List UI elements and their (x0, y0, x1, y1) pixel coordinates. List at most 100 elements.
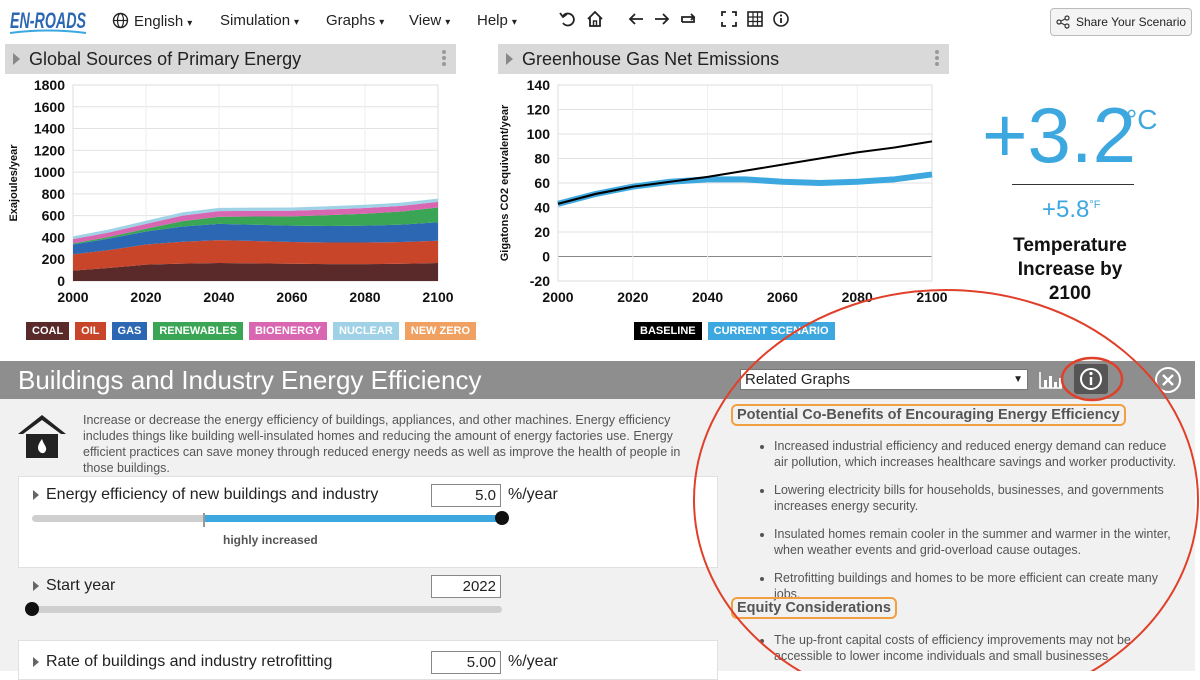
energy-legend-new-zero[interactable]: NEW ZERO (404, 322, 477, 340)
energy-legend-gas[interactable]: GAS (111, 322, 148, 340)
energy-ytick-label: 200 (42, 251, 66, 267)
emissions-ytick-label: 20 (534, 224, 550, 240)
emissions-ylabel: Gigatons CO2 equivalent/year (499, 104, 511, 261)
more-options-icon[interactable] (442, 50, 446, 68)
energy-xtick-label: 2040 (203, 289, 234, 305)
emissions-xtick-label: 2020 (617, 289, 648, 305)
efficiency-slider-thumb[interactable] (495, 511, 509, 525)
energy-xtick-label: 2080 (349, 289, 380, 305)
share-scenario-button[interactable]: Share Your Scenario (1050, 8, 1192, 36)
energy-legend-renewables[interactable]: RENEWABLES (153, 322, 243, 340)
slider-label-start-year: Start year (46, 577, 116, 594)
share-icon (1056, 15, 1070, 29)
list-item: Insulated homes remain cooler in the sum… (774, 526, 1178, 558)
primary-energy-chart: 0 200 400 600 800 1000 1200 1400 1600 1800 2000 202… (8, 77, 454, 305)
slider-panel-efficiency (18, 476, 718, 568)
efficiency-slider-fill (203, 515, 502, 522)
temperature-label-line1: Temperature (1013, 235, 1127, 256)
emissions-ytick-label: 140 (527, 77, 551, 93)
graph-primary-energy-title: Global Sources of Primary Energy (29, 49, 302, 69)
emissions-line-current-scenario (557, 171, 933, 207)
expand-triangle-icon (506, 53, 513, 65)
menu-graphs-label: Graphs (326, 12, 376, 29)
info-circle-icon (1080, 368, 1102, 390)
energy-legend-nuclear[interactable]: NUCLEAR (333, 322, 399, 340)
start-year-value-input[interactable]: 2022 (431, 575, 501, 598)
chevron-down-icon: ▼ (1013, 374, 1023, 385)
menu-help[interactable]: Help ▾ (477, 12, 517, 29)
emissions-xtick-label: 2000 (542, 289, 573, 305)
menu-simulation[interactable]: Simulation ▾ (220, 12, 299, 29)
list-item: The up-front capital costs of efficiency… (774, 632, 1178, 664)
energy-area-renewables (73, 207, 438, 245)
emissions-ytick-label: 40 (534, 200, 550, 216)
more-options-icon[interactable] (935, 50, 939, 68)
efficiency-status: highly increased (223, 533, 318, 547)
expand-triangle-icon[interactable] (33, 581, 39, 591)
energy-area-coal (73, 263, 438, 281)
emissions-ytick-label: 80 (534, 151, 550, 167)
temperature-f-number: +5.8 (1042, 196, 1090, 223)
energy-ytick-label: 0 (57, 273, 65, 289)
emissions-plot-frame (557, 84, 933, 282)
list-item: Increased industrial efficiency and redu… (774, 438, 1178, 470)
chevron-down-icon: ▾ (379, 17, 385, 28)
energy-xtick-label: 2100 (422, 289, 453, 305)
energy-ytick-label: 800 (42, 186, 66, 202)
energy-ytick-label: 1200 (34, 142, 65, 158)
info-icon[interactable] (771, 8, 791, 30)
start-year-slider-track[interactable] (32, 606, 502, 613)
redo-icon[interactable] (678, 8, 698, 30)
graph-primary-energy-header[interactable]: Global Sources of Primary Energy (5, 44, 456, 74)
menu-language[interactable]: English ▾ (112, 12, 192, 30)
temperature-label-line3: 2100 (1048, 283, 1092, 304)
energy-area-oil (73, 240, 438, 271)
menu-graphs[interactable]: Graphs ▾ (326, 12, 384, 29)
expand-triangle-icon[interactable] (33, 657, 39, 667)
emissions-legend-current-scenario[interactable]: CURRENT SCENARIO (707, 322, 835, 340)
temperature-label: Temperature Increase by 2100 (1000, 234, 1140, 306)
share-label: Share Your Scenario (1075, 15, 1187, 29)
equity-heading: Equity Considerations (731, 597, 897, 619)
menu-language-label: English (134, 13, 184, 30)
energy-legend-bioenergy[interactable]: BIOENERGY (248, 322, 327, 340)
info-button[interactable] (1074, 364, 1108, 394)
equity-list: The up-front capital costs of efficiency… (758, 632, 1178, 676)
emissions-xtick-label: 2040 (692, 289, 723, 305)
forward-icon[interactable] (652, 8, 672, 30)
undo-icon[interactable] (558, 8, 578, 30)
table-icon[interactable] (745, 8, 765, 30)
energy-area-nuclear (73, 198, 438, 240)
related-graphs-select[interactable]: Related Graphs ▼ (740, 369, 1028, 390)
bar-chart-icon[interactable] (1037, 369, 1065, 391)
fullscreen-icon[interactable] (719, 8, 739, 30)
en-roads-logo[interactable]: EN-ROADS (8, 4, 88, 36)
menu-help-label: Help (477, 12, 508, 29)
efficiency-baseline-marker (202, 513, 205, 527)
energy-ytick-label: 1000 (34, 164, 65, 180)
start-year-slider-thumb[interactable] (25, 602, 39, 616)
retrofit-value-input[interactable]: 5.00 (431, 651, 501, 674)
energy-legend-coal[interactable]: COAL (26, 322, 70, 340)
chevron-down-icon: ▾ (445, 17, 451, 28)
home-icon[interactable] (585, 8, 605, 30)
menu-view[interactable]: View ▾ (409, 12, 450, 29)
temperature-value: +3.2 (982, 91, 1136, 179)
chevron-down-icon: ▾ (511, 17, 517, 28)
temperature-label-line2: Increase by (1017, 259, 1123, 280)
temperature-unit-f: °F (1089, 199, 1101, 211)
energy-ylabel: Exajoules/year (8, 144, 20, 222)
close-icon[interactable] (1154, 366, 1182, 394)
energy-ytick-label: 1600 (34, 99, 65, 115)
expand-triangle-icon[interactable] (33, 490, 39, 500)
temperature-divider (1012, 184, 1134, 185)
efficiency-value-input[interactable]: 5.0 (431, 484, 501, 507)
energy-legend-oil[interactable]: OIL (75, 322, 106, 340)
related-graphs-value: Related Graphs (745, 371, 851, 388)
chevron-down-icon: ▾ (294, 17, 300, 28)
back-icon[interactable] (626, 8, 646, 30)
emissions-legend-baseline[interactable]: BASELINE (634, 322, 702, 340)
graph-ghg-emissions-header[interactable]: Greenhouse Gas Net Emissions (498, 44, 949, 74)
expand-triangle-icon (13, 53, 20, 65)
